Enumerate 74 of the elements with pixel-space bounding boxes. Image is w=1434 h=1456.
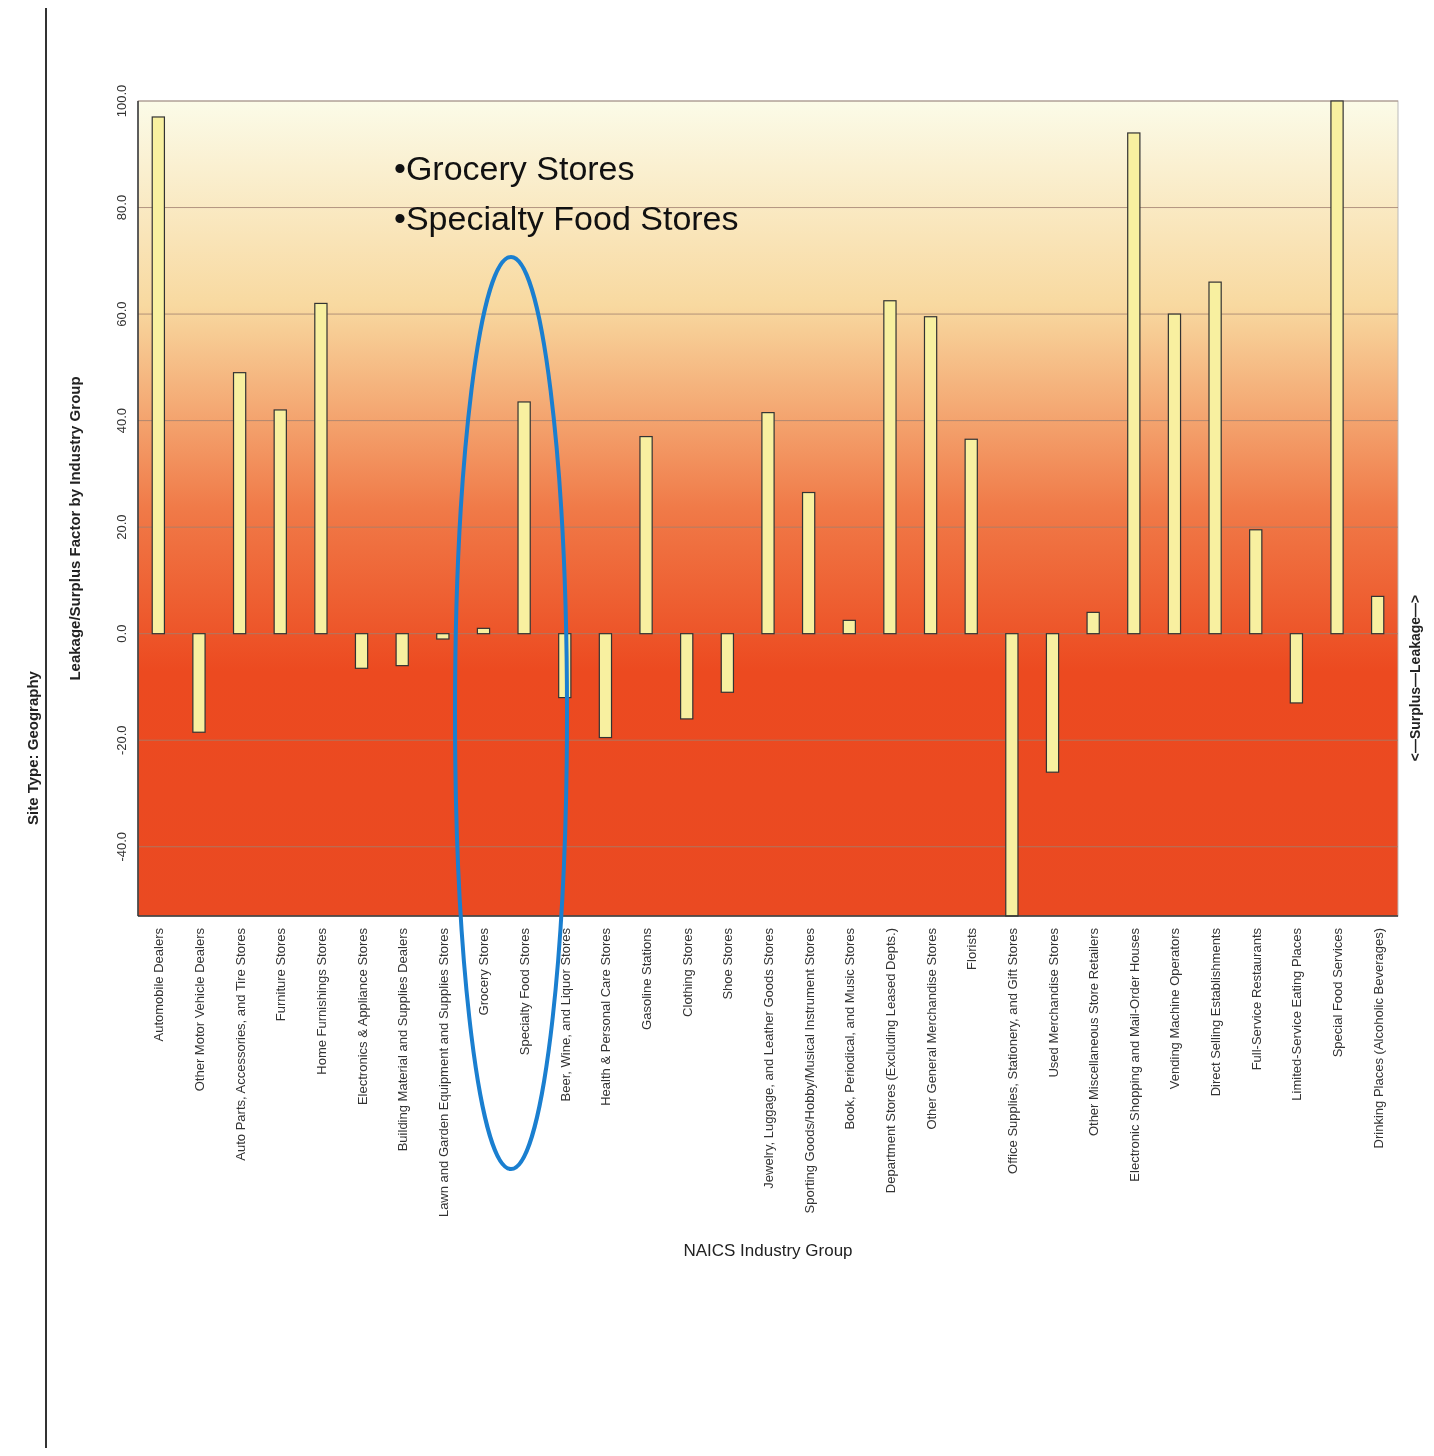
x-tick-label: Beer, Wine, and Liquor Stores — [557, 927, 573, 1102]
x-tick-label: Building Material and Supplies Dealers — [395, 927, 411, 1152]
bar — [1127, 132, 1141, 635]
bar — [1045, 633, 1060, 773]
bar — [354, 633, 369, 669]
bar — [964, 438, 978, 635]
y-tick-label: 40.0 — [114, 407, 129, 434]
x-tick-label: Office Supplies, Stationery, and Gift Stores — [1004, 927, 1020, 1174]
y-tick-label: -40.0 — [114, 831, 129, 862]
x-tick-label: Direct Selling Establishments — [1208, 927, 1224, 1097]
x-tick-label: Grocery Stores — [476, 927, 492, 1016]
bar — [232, 372, 247, 635]
y-tick-label: -20.0 — [114, 725, 129, 756]
x-tick-label: Health & Personal Care Stores — [598, 927, 614, 1106]
bar — [1289, 633, 1304, 704]
bar — [517, 401, 531, 635]
bar — [273, 409, 287, 635]
bar — [1370, 595, 1385, 635]
bar — [598, 633, 613, 739]
y-tick-label: 0.0 — [114, 624, 129, 643]
bar — [680, 633, 694, 720]
bar — [1167, 313, 1182, 635]
x-tick-label: Used Merchandise Stores — [1045, 927, 1061, 1078]
bar — [192, 633, 206, 733]
bar — [801, 491, 816, 635]
bar — [436, 633, 450, 640]
bar — [1208, 281, 1222, 635]
x-tick-label: Electronic Shopping and Mail-Order Houses — [1126, 927, 1142, 1182]
x-tick-label: Limited-Service Eating Places — [1289, 927, 1305, 1101]
x-tick-label: Specialty Food Stores — [517, 927, 533, 1056]
bar — [761, 412, 775, 635]
bar — [1086, 611, 1100, 635]
x-tick-label: Gasoline Stations — [639, 927, 655, 1030]
annotation: •Specialty Food Stores — [394, 199, 739, 237]
x-tick-label: Other Motor Vehicle Dealers — [191, 927, 207, 1092]
bar — [923, 316, 938, 635]
x-tick-label: Full-Service Restaurants — [1248, 927, 1264, 1071]
y-axis-title: Leakage/Surplus Factor by Industry Group — [66, 376, 83, 681]
x-tick-label: Special Food Services — [1330, 927, 1346, 1058]
bar — [842, 619, 856, 635]
x-tick-label: Home Furnishings Stores — [313, 927, 329, 1075]
bar — [151, 116, 166, 635]
y-tick-label: 60.0 — [114, 301, 129, 327]
x-tick-label: Book, Periodical, and Music Stores — [842, 927, 858, 1130]
bar — [883, 300, 897, 635]
x-tick-label: Department Stores (Excluding Leased Depts.) — [882, 928, 898, 1194]
x-tick-label: Auto Parts, Accessories, and Tire Stores — [232, 927, 248, 1161]
x-tick-label: Shoe Stores — [720, 927, 736, 1000]
y-tick-label: 80.0 — [114, 194, 129, 221]
x-tick-label: Electronics & Appliance Stores — [354, 927, 370, 1106]
y-tick-label: 100.0 — [114, 84, 129, 118]
x-tick-label: Jewelry, Luggage, and Leather Goods Stores — [761, 927, 776, 1189]
y-tick-label: 20.0 — [114, 514, 129, 540]
bar — [1249, 529, 1263, 635]
x-tick-label: Drinking Places (Alcoholic Beverages) — [1370, 928, 1386, 1149]
x-axis-title: NAICS Industry Group — [683, 1241, 853, 1260]
bar — [1330, 100, 1344, 635]
x-tick-label: Other Miscellaneous Store Retailers — [1086, 927, 1102, 1137]
bar — [314, 302, 328, 635]
bar — [476, 627, 491, 635]
x-tick-label: Sporting Goods/Hobby/Musical Instrument Stores — [801, 927, 817, 1214]
bar — [720, 633, 735, 693]
x-tick-label: Vending Machine Operators — [1167, 927, 1183, 1090]
x-tick-label: Furniture Stores — [273, 927, 289, 1022]
x-tick-label: Clothing Stores — [679, 927, 695, 1017]
bar — [639, 435, 653, 635]
x-tick-label: Automobile Dealers — [151, 927, 167, 1042]
text: <—Surplus—Leakage—> — [1407, 594, 1423, 762]
text: Site Type: Geography — [24, 670, 41, 825]
x-tick-label: Florists — [964, 927, 980, 970]
bar — [395, 633, 409, 667]
x-tick-label: Lawn and Garden Equipment and Supplies Stores — [435, 927, 451, 1218]
x-tick-label: Other General Merchandise Stores — [923, 927, 939, 1130]
annotation: •Grocery Stores — [394, 149, 635, 187]
